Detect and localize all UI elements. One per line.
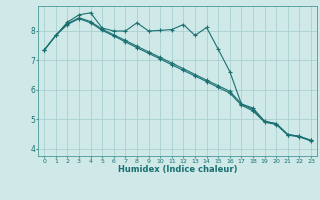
X-axis label: Humidex (Indice chaleur): Humidex (Indice chaleur)	[118, 165, 237, 174]
